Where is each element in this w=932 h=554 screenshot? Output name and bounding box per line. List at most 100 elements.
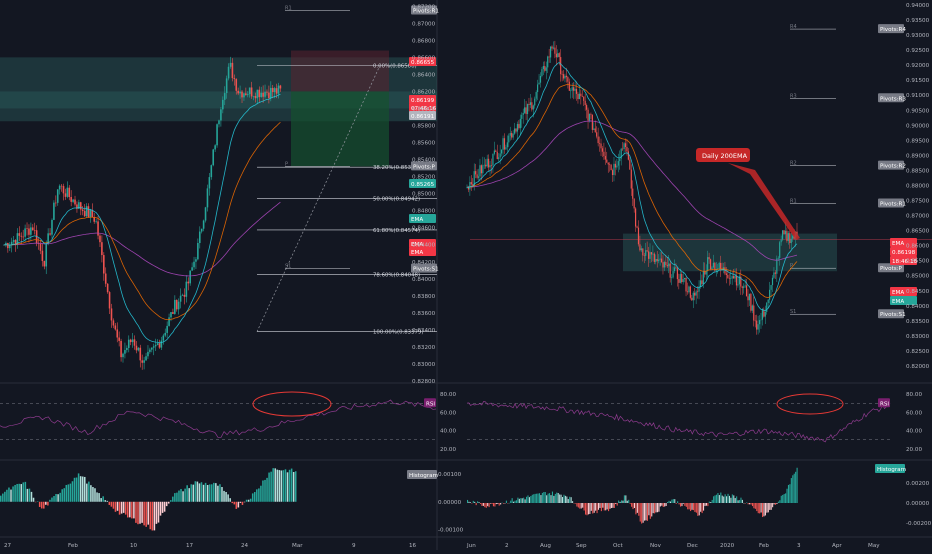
candle-body (472, 184, 474, 186)
histogram-bar (546, 495, 548, 503)
histogram-bar (603, 503, 605, 511)
histogram-bar (219, 484, 221, 502)
histogram-bar (675, 503, 677, 504)
candle-body (637, 227, 640, 245)
y-tick-label: 0.82800 (412, 379, 436, 385)
histogram-bar (174, 493, 176, 502)
candle-body (562, 74, 565, 79)
histogram-bar (256, 489, 258, 502)
pivot-level-label: S1 (285, 264, 291, 270)
histogram-tick-label: 0.00200 (906, 481, 930, 487)
histogram-bar (703, 503, 705, 511)
candle-body (505, 147, 507, 150)
y-tick-label: 0.86400 (412, 72, 436, 78)
histogram-bar (239, 501, 242, 503)
candle-body (87, 206, 90, 218)
candle-body (493, 150, 495, 154)
candle-body (110, 308, 113, 321)
annotation-arrow (728, 163, 800, 240)
histogram-bar (53, 495, 55, 502)
histogram-bar (20, 484, 23, 502)
histogram-bar (616, 503, 618, 506)
candle-body (162, 335, 165, 341)
candle-body (268, 92, 270, 99)
histogram-bar (632, 503, 634, 510)
candle-body (777, 257, 779, 259)
candle-body (246, 94, 249, 96)
histogram-bar (644, 503, 646, 521)
candle-body (156, 343, 159, 345)
histogram-bar (190, 484, 193, 502)
candle-body (744, 285, 746, 287)
candle-body (525, 107, 527, 115)
histogram-bar (708, 501, 710, 503)
candle-body (512, 133, 514, 138)
histogram-bar (691, 503, 693, 510)
histogram-bar (620, 500, 623, 503)
histogram-bar (769, 503, 771, 510)
price-tag: 07:46:16 (411, 106, 437, 112)
histogram-bar (551, 491, 553, 503)
candle-body (262, 92, 264, 97)
histogram-bar (718, 495, 720, 503)
pivot-tag-bg (878, 93, 904, 103)
histogram-bar (521, 498, 523, 503)
histogram-bar (662, 503, 664, 507)
y-tick-label: 0.84400 (412, 243, 436, 249)
candle-body (712, 262, 715, 268)
candle-body (596, 132, 598, 137)
candle-body (210, 165, 213, 178)
candle-body (538, 82, 540, 85)
candle-body (558, 53, 560, 58)
candle-body (606, 159, 608, 163)
histogram-bar (538, 493, 541, 503)
candle-body (743, 286, 745, 288)
histogram-bar (170, 500, 172, 502)
candle-body (154, 344, 157, 347)
candle-body (779, 242, 781, 258)
histogram-bar (79, 476, 82, 502)
histogram-bar (4, 491, 6, 502)
histogram-bar (533, 494, 535, 503)
histogram-bar (554, 493, 556, 503)
candle-body (715, 268, 717, 271)
histogram-bar (764, 503, 766, 516)
histogram-bar (478, 502, 480, 503)
pivot-tag-bg (878, 24, 904, 34)
candle-body (99, 235, 101, 243)
candle-body (645, 250, 647, 256)
candle-body (193, 261, 195, 268)
candle-body (127, 339, 130, 348)
histogram-tick-label: 0.00000 (906, 501, 930, 507)
histogram-bar (783, 493, 785, 503)
histogram-bar (270, 471, 272, 502)
price-tag-bg (409, 247, 436, 256)
y-tick-label: 0.85200 (412, 175, 436, 181)
annotation-box (696, 148, 750, 162)
candle-body (732, 276, 735, 279)
candle-body (237, 90, 239, 94)
candle-body (498, 157, 500, 160)
candle-body (767, 299, 769, 303)
histogram-bar (276, 469, 279, 502)
x-tick-label: Nov (650, 543, 662, 549)
candle-body (535, 92, 537, 99)
x-tick-label: 9 (352, 543, 356, 549)
candle-body (738, 276, 740, 285)
candle-body (273, 88, 276, 93)
candle-body (557, 53, 559, 58)
x-tick-label: Feb (68, 543, 78, 549)
histogram-bar (153, 501, 156, 531)
y-tick-label: 0.94000 (906, 3, 930, 9)
pivot-tag-bg (878, 160, 904, 170)
candle-body (624, 143, 627, 147)
y-tick-label: 0.85000 (412, 192, 436, 198)
rsi-line (0, 399, 437, 438)
candle-body (24, 228, 26, 237)
candle-body (539, 75, 542, 83)
candle-body (91, 209, 94, 218)
histogram-tick-label: -0.00200 (906, 521, 932, 527)
histogram-bar (200, 482, 203, 502)
y-tick-label: 0.82500 (906, 349, 930, 355)
ema-line-0 (3, 201, 281, 277)
